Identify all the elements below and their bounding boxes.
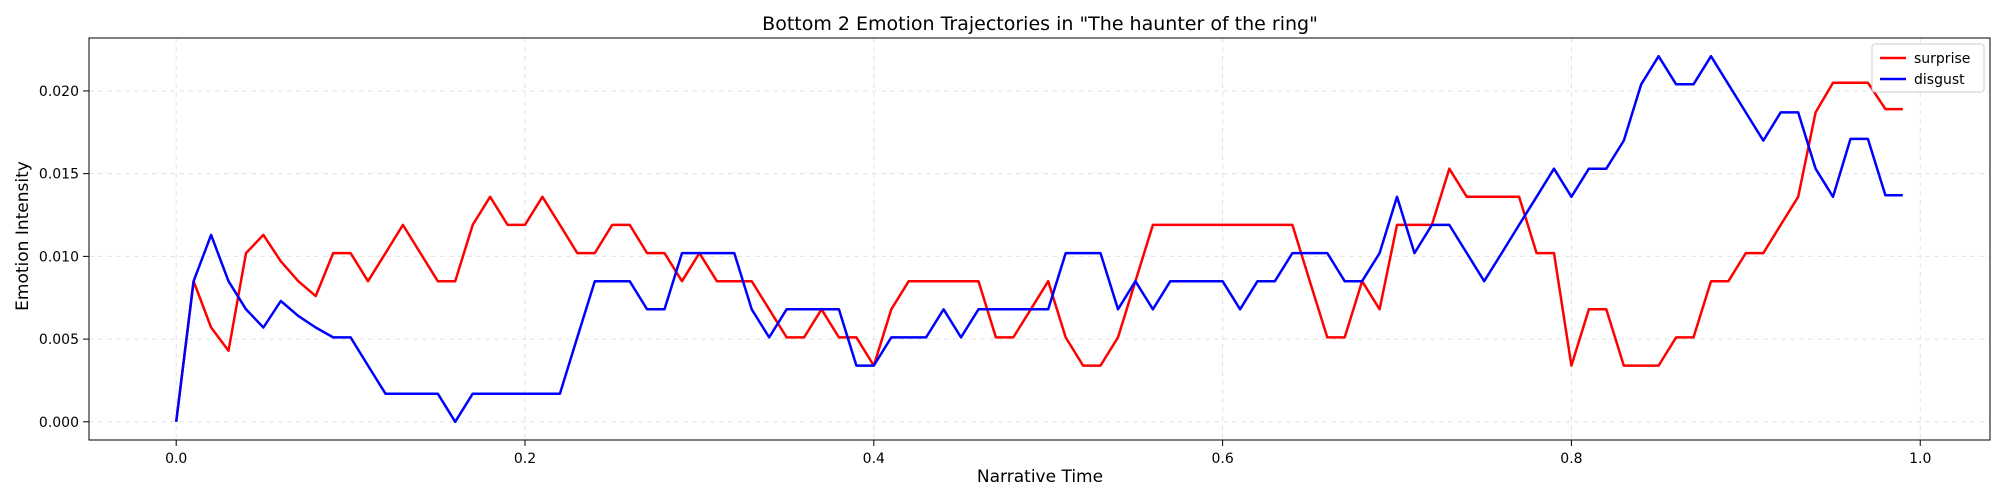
y-tick-label: 0.015 [39,167,79,183]
legend: surprise disgust [1871,43,1985,93]
series-line-surprise [174,81,1903,422]
series-line-disgust [174,54,1903,424]
x-tick-label: 0.2 [514,451,536,467]
plot-area-frame [88,37,1991,441]
x-tick-label: 0.8 [1560,451,1582,467]
x-tick-label: 0.6 [1211,451,1233,467]
series-lines [174,54,1903,424]
x-tick-label: 0.4 [863,451,885,467]
x-axis-label: Narrative Time [977,467,1103,487]
y-axis-label: Emotion Intensity [13,161,33,311]
axis-ticks: 0.0 0.2 0.4 0.6 0.8 1.0 0.000 0.005 0.010 0.015 0.… [39,84,1931,467]
y-tick-label: 0.005 [39,332,79,348]
legend-label-surprise: surprise [1914,51,1970,67]
y-tick-label: 0.020 [39,84,79,100]
grid [89,38,1990,440]
chart-title: Bottom 2 Emotion Trajectories in "The ha… [762,13,1318,35]
y-tick-label: 0.000 [39,415,79,431]
x-tick-label: 0.0 [165,451,187,467]
x-tick-label: 1.0 [1909,451,1931,467]
y-tick-label: 0.010 [39,249,79,265]
legend-label-disgust: disgust [1914,72,1965,88]
